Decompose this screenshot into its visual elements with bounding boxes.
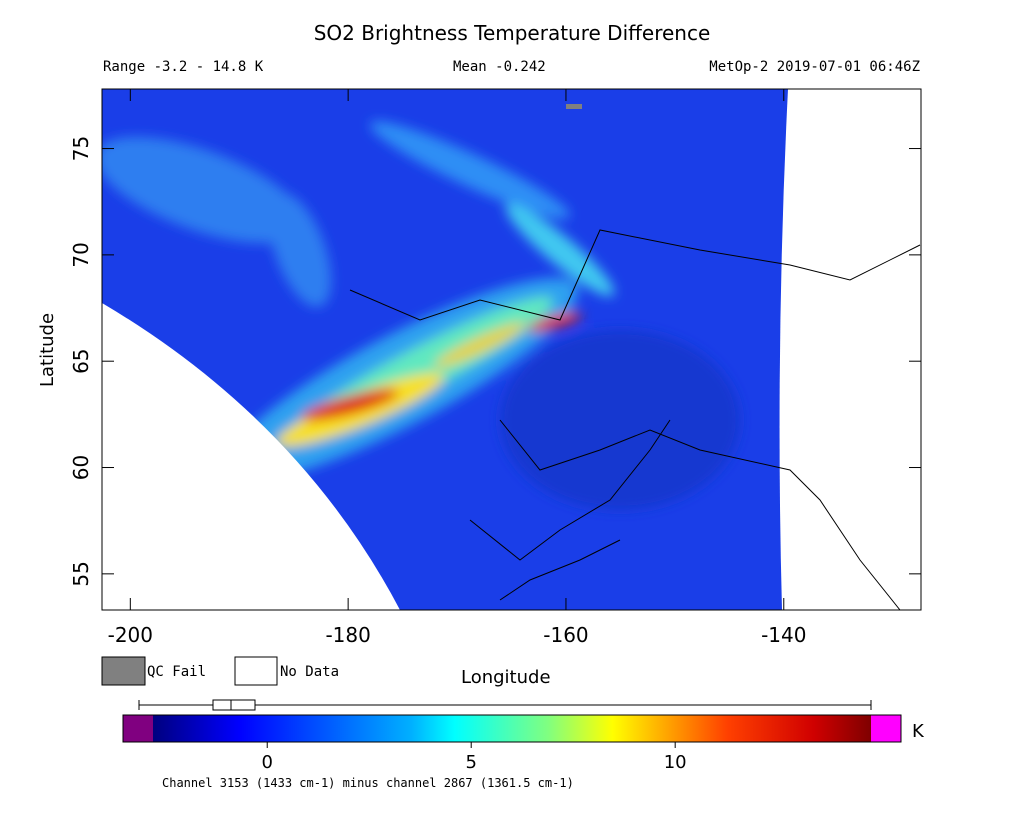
- footnote: Channel 3153 (1433 cm-1) minus channel 2…: [162, 776, 574, 790]
- colorbar-frame: [122, 714, 902, 743]
- plot-frame: [101, 88, 922, 611]
- x-axis-label: Longitude: [461, 667, 551, 688]
- legend-label: QC Fail: [147, 664, 206, 680]
- legend-swatch: [234, 656, 278, 686]
- colorbar-unit: K: [912, 721, 925, 742]
- colorbar-tick-label: 0: [262, 752, 273, 773]
- satellite-label: MetOp-2 2019-07-01 06:46Z: [709, 59, 920, 75]
- range-label: Range -3.2 - 14.8 K: [103, 59, 264, 75]
- x-tick-label: -140: [761, 623, 806, 647]
- y-axis-label: Latitude: [37, 313, 58, 387]
- colorbar-under: [123, 715, 153, 742]
- colorbar-over: [871, 715, 901, 742]
- mean-label: Mean -0.242: [453, 59, 546, 75]
- x-tick-label: -180: [325, 623, 370, 647]
- colorbar-tick-label: 5: [465, 752, 476, 773]
- title: SO2 Brightness Temperature Difference: [314, 21, 711, 45]
- y-tick-label: 55: [69, 561, 93, 586]
- y-tick-label: 65: [69, 348, 93, 373]
- legend-label: No Data: [280, 664, 339, 680]
- y-tick-label: 60: [69, 455, 93, 480]
- colorbar-tick-label: 10: [664, 752, 687, 773]
- y-tick-label: 70: [69, 242, 93, 267]
- box-plot: [138, 699, 872, 711]
- x-tick-label: -160: [543, 623, 588, 647]
- x-tick-label: -200: [108, 623, 153, 647]
- y-tick-label: 75: [69, 136, 93, 161]
- map-image: [102, 89, 921, 610]
- colorbar: [153, 715, 871, 742]
- legend-swatch: [101, 656, 146, 686]
